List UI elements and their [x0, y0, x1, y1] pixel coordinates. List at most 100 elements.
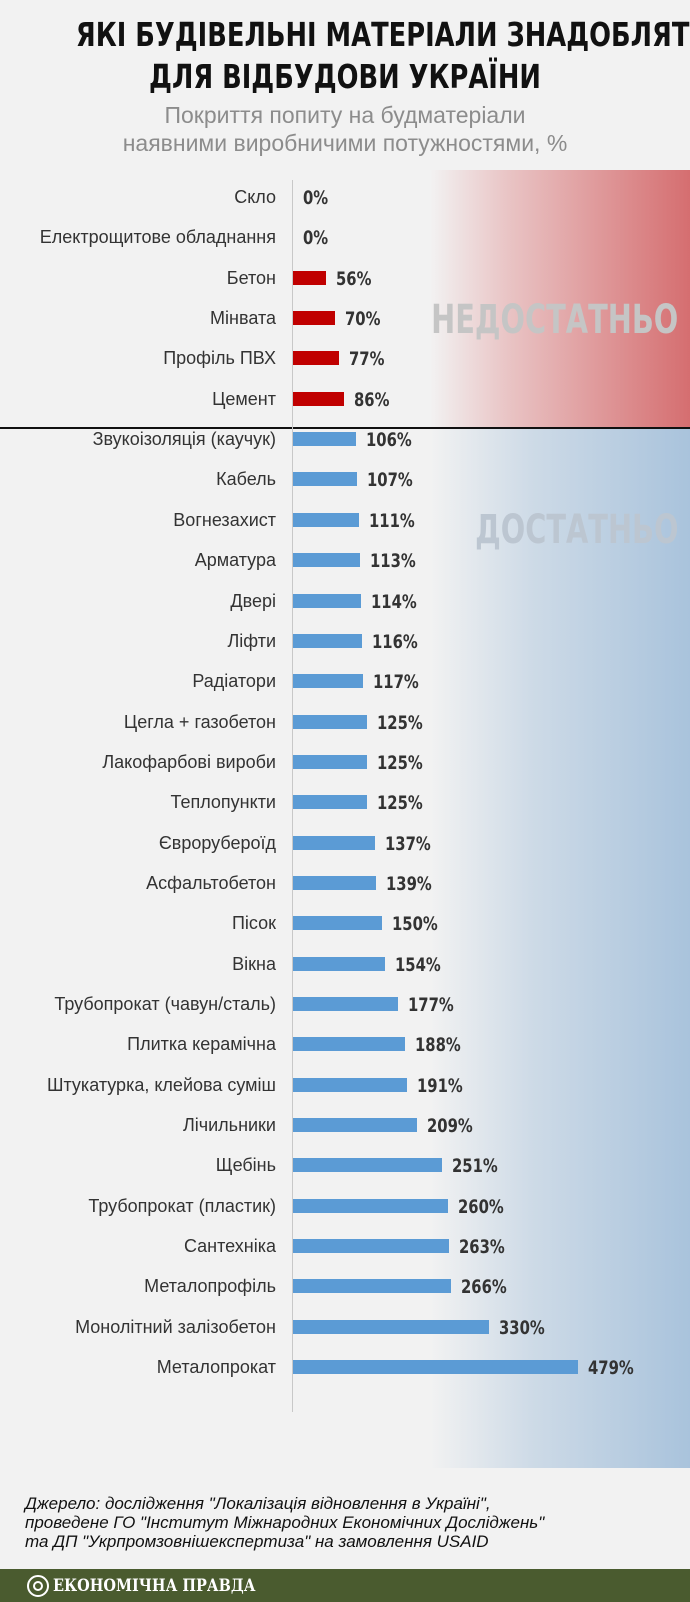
- bar: [293, 997, 399, 1011]
- chart-subtitle: Покриття попиту на будматеріали наявними…: [0, 101, 690, 157]
- category-label: Металопрофіль: [144, 1276, 276, 1297]
- value-label: 125%: [377, 751, 424, 774]
- footer-bar: ЕКОНОМІЧНА ПРАВДА: [0, 1569, 690, 1602]
- source-note: Джерело: дослідження "Локалізація віднов…: [25, 1494, 544, 1551]
- bar: [293, 916, 383, 931]
- subtitle-line-1: Покриття попиту на будматеріали: [164, 102, 526, 128]
- bar: [293, 1118, 418, 1133]
- category-label: Профіль ПВХ: [163, 348, 276, 369]
- category-label: Вікна: [232, 953, 276, 974]
- bar: [293, 391, 345, 406]
- category-label: Звукоізоляція (каучук): [92, 429, 276, 450]
- subtitle-line-2: наявними виробничими потужностями, %: [122, 130, 568, 156]
- bar: [293, 432, 357, 447]
- category-label: Бетон: [226, 267, 276, 288]
- value-label: 70%: [344, 308, 381, 331]
- category-label: Електрощитове обладнання: [39, 227, 276, 248]
- bar: [293, 956, 385, 971]
- category-label: Пісок: [231, 913, 276, 934]
- value-label: 77%: [348, 348, 385, 371]
- bar: [293, 795, 368, 810]
- value-label: 177%: [408, 994, 455, 1016]
- value-label: 479%: [588, 1357, 634, 1380]
- value-label: 137%: [384, 832, 431, 855]
- bar: [293, 512, 360, 527]
- bar: [293, 714, 368, 729]
- bar: [293, 754, 368, 769]
- category-label: Мінвата: [210, 308, 276, 329]
- source-line-3: та ДП "Укрпромзовнішекспертиза" на замов…: [25, 1532, 489, 1551]
- publisher-logo-text: ЕКОНОМІЧНА ПРАВДА: [53, 1576, 256, 1596]
- bar: [293, 1360, 578, 1375]
- value-label: 263%: [459, 1236, 506, 1259]
- category-label: Вогнезахист: [173, 509, 276, 530]
- value-label: 251%: [452, 1155, 499, 1178]
- category-label: Трубопрокат (пластик): [88, 1195, 276, 1216]
- value-label: 125%: [377, 792, 424, 815]
- value-label: 111%: [369, 509, 415, 532]
- bar: [293, 674, 363, 689]
- bar: [293, 1319, 490, 1334]
- value-label: 117%: [372, 671, 419, 694]
- value-label: 330%: [499, 1316, 546, 1339]
- value-label: 125%: [377, 711, 424, 734]
- bar: [293, 1077, 407, 1092]
- category-label: Скло: [234, 187, 276, 207]
- category-label: Радіатори: [192, 671, 276, 692]
- category-label: Кабель: [216, 469, 276, 490]
- title-line-2: ДЛЯ ВІДБУДОВИ УКРАЇНИ: [149, 57, 541, 96]
- value-label: 150%: [392, 913, 439, 936]
- title-line-1: ЯКІ БУДІВЕЛЬНІ МАТЕРІАЛИ ЗНАДОБЛЯТЬСЯ: [75, 15, 690, 54]
- value-label: 191%: [416, 1074, 463, 1097]
- value-label: 188%: [414, 1034, 461, 1057]
- bar: [293, 1239, 450, 1254]
- bar: [293, 593, 361, 608]
- bar: [293, 633, 363, 648]
- value-label: 106%: [366, 429, 412, 452]
- category-label: Цемент: [212, 388, 276, 409]
- bar: [293, 351, 339, 366]
- bar: [293, 472, 357, 487]
- bar: [293, 835, 375, 850]
- value-label: 107%: [366, 469, 413, 492]
- value-label: 116%: [372, 630, 418, 653]
- bar: [293, 270, 327, 285]
- bar: [293, 1279, 452, 1294]
- value-label: 139%: [385, 872, 432, 895]
- category-label: Трубопрокат (чавун/сталь): [54, 994, 276, 1014]
- value-label: 0%: [303, 227, 329, 250]
- bar: [293, 875, 376, 890]
- category-label: Асфальтобетон: [146, 872, 276, 893]
- sufficient-zone-background: [430, 428, 690, 1468]
- bar: [293, 1198, 448, 1213]
- page-title: ЯКІ БУДІВЕЛЬНІ МАТЕРІАЛИ ЗНАДОБЛЯТЬСЯ ДЛ…: [75, 14, 690, 98]
- category-label: Теплопункти: [170, 792, 276, 813]
- value-label: 114%: [370, 590, 417, 613]
- category-label: Єврорубероїд: [158, 832, 276, 853]
- source-line-1: Джерело: дослідження "Локалізація віднов…: [25, 1494, 491, 1513]
- value-label: 113%: [370, 550, 417, 573]
- category-label: Щебінь: [215, 1155, 276, 1176]
- value-label: 260%: [457, 1195, 504, 1218]
- category-label: Монолітний залізобетон: [75, 1316, 276, 1337]
- zone-divider-line: [0, 427, 690, 429]
- value-label: 266%: [461, 1276, 508, 1299]
- chart-axis-line: [292, 180, 293, 1412]
- category-label: Металопрокат: [156, 1357, 276, 1378]
- insufficient-zone-background: [430, 170, 690, 428]
- category-label: Сантехніка: [183, 1236, 276, 1257]
- publisher-logo-icon: [27, 1575, 49, 1597]
- value-label: 86%: [354, 388, 390, 411]
- insufficient-zone-label: НЕДОСТАТНЬО: [430, 297, 678, 343]
- value-label: 209%: [427, 1115, 474, 1138]
- category-label: Лічильники: [182, 1115, 276, 1136]
- category-label: Плитка керамічна: [127, 1034, 276, 1055]
- sufficient-zone-label: ДОСТАТНЬО: [474, 507, 678, 553]
- bar: [293, 1037, 405, 1052]
- value-label: 154%: [394, 953, 441, 976]
- bar: [293, 553, 361, 568]
- value-label: 56%: [336, 267, 372, 290]
- category-label: Цегла + газобетон: [123, 711, 276, 732]
- category-label: Двері: [230, 590, 276, 611]
- category-label: Ліфти: [227, 630, 276, 651]
